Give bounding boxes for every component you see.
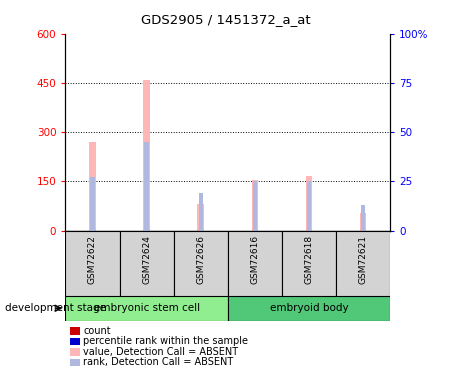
Bar xyxy=(282,231,336,296)
Text: GDS2905 / 1451372_a_at: GDS2905 / 1451372_a_at xyxy=(141,13,310,26)
Text: GSM72622: GSM72622 xyxy=(88,235,97,284)
Bar xyxy=(306,177,312,231)
Bar xyxy=(90,177,95,231)
Text: development stage: development stage xyxy=(5,303,106,313)
Text: rank, Detection Call = ABSENT: rank, Detection Call = ABSENT xyxy=(83,357,234,367)
Bar xyxy=(120,231,174,296)
Text: GSM72616: GSM72616 xyxy=(250,235,259,284)
Text: embryoid body: embryoid body xyxy=(270,303,348,313)
Bar xyxy=(336,231,390,296)
Bar xyxy=(143,80,150,231)
Text: percentile rank within the sample: percentile rank within the sample xyxy=(83,336,249,346)
Text: GSM72624: GSM72624 xyxy=(142,235,151,284)
Text: embryonic stem cell: embryonic stem cell xyxy=(93,303,200,313)
Bar xyxy=(360,213,366,231)
Bar xyxy=(89,142,96,231)
Bar xyxy=(361,205,365,231)
Text: GSM72621: GSM72621 xyxy=(359,235,368,284)
Bar xyxy=(198,204,204,231)
Bar xyxy=(65,296,228,321)
Bar xyxy=(307,182,311,231)
Bar xyxy=(174,231,228,296)
Bar xyxy=(228,296,390,321)
Text: value, Detection Call = ABSENT: value, Detection Call = ABSENT xyxy=(83,347,239,357)
Bar xyxy=(252,180,258,231)
Text: GSM72626: GSM72626 xyxy=(196,235,205,284)
Text: count: count xyxy=(83,326,111,336)
Bar xyxy=(228,231,282,296)
Bar xyxy=(253,182,257,231)
Bar xyxy=(198,193,203,231)
Text: GSM72618: GSM72618 xyxy=(304,235,313,284)
Bar xyxy=(65,231,120,296)
Bar xyxy=(144,142,149,231)
